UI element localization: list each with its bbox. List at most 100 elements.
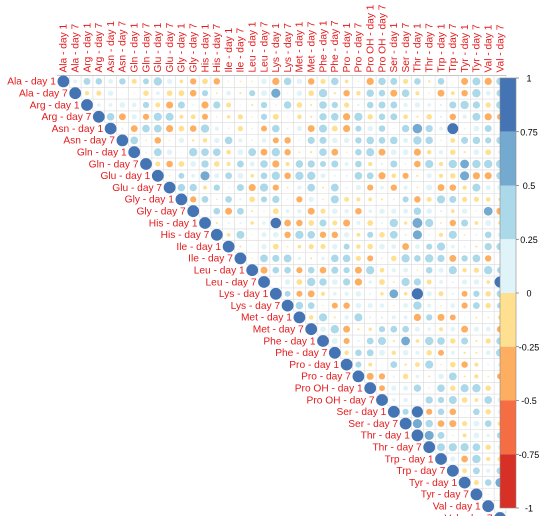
corr-circle (307, 160, 315, 168)
corr-circle (366, 349, 374, 357)
corr-circle (308, 315, 314, 320)
corr-circle (354, 278, 363, 286)
corr-circle (437, 408, 445, 416)
corr-circle (333, 316, 336, 319)
corr-circle (464, 411, 466, 413)
corr-circle (308, 196, 314, 202)
corr-circle (322, 186, 324, 189)
corr-circle (462, 185, 467, 190)
corr-circle (246, 264, 259, 277)
corr-circle (238, 138, 243, 143)
corr-circle (484, 266, 493, 275)
corr-circle (260, 172, 268, 180)
corr-circle (452, 80, 454, 82)
colorbar-tick-label: 0 (526, 289, 531, 299)
corr-circle (440, 222, 442, 224)
corr-circle (448, 230, 457, 239)
row-label: Thr - day 7 (372, 443, 422, 454)
corr-circle (190, 78, 197, 85)
corr-circle (355, 160, 362, 168)
column-label: Leu - day 7 (259, 21, 270, 72)
corr-circle (486, 468, 491, 473)
corr-circle (403, 385, 409, 391)
corr-circle (413, 278, 422, 286)
corr-circle (354, 266, 362, 274)
corr-circle (248, 148, 257, 157)
corr-circle (461, 337, 469, 345)
corr-circle (451, 292, 454, 295)
corr-circle (425, 218, 434, 228)
corr-circle (133, 92, 135, 94)
corr-circle (169, 139, 171, 141)
corr-circle (439, 210, 443, 213)
corr-circle (425, 125, 433, 133)
colorbar-tick-label: -1 (525, 504, 533, 514)
corr-circle (401, 124, 410, 133)
corr-circle (227, 186, 230, 189)
corr-circle (130, 125, 138, 133)
corr-circle (416, 186, 419, 189)
corr-circle (416, 269, 419, 271)
corr-circle (189, 148, 198, 157)
corr-circle (484, 77, 492, 85)
corr-circle (366, 101, 374, 109)
corr-circle (450, 338, 456, 344)
corr-circle (332, 279, 338, 285)
corr-circle (402, 373, 409, 380)
corr-circle (297, 114, 302, 120)
corr-circle (178, 125, 185, 132)
corr-circle (425, 254, 434, 263)
corr-circle (379, 243, 385, 250)
corr-circle (450, 385, 456, 391)
corr-circle (390, 101, 398, 109)
corr-circle (143, 78, 149, 85)
corr-circle (486, 456, 491, 462)
corr-circle (343, 337, 350, 345)
corr-circle (402, 149, 409, 156)
corr-circle (251, 127, 253, 130)
corr-circle (331, 160, 339, 168)
corr-circle (413, 148, 421, 156)
corr-circle (472, 254, 481, 263)
corr-circle (331, 148, 339, 156)
corr-circle (153, 124, 162, 133)
corr-circle (286, 116, 289, 118)
corr-circle (179, 79, 184, 84)
colorbar-tick-label: 0.25 (520, 235, 538, 245)
column-label: Pro OH - day 1 (366, 4, 377, 72)
corr-circle (307, 302, 315, 309)
corr-circle (367, 184, 374, 191)
corr-circle (260, 254, 268, 263)
corr-circle (403, 267, 409, 273)
corr-circle (494, 512, 506, 516)
corr-circle (485, 102, 491, 108)
corr-circle (381, 257, 383, 260)
corr-circle (275, 104, 277, 106)
corr-circle (333, 174, 336, 177)
corr-circle (392, 375, 395, 378)
corr-circle (260, 113, 268, 120)
colorbar-segment (500, 454, 516, 508)
corr-circle (379, 303, 385, 308)
corr-circle (178, 161, 185, 167)
corr-circle (142, 124, 150, 133)
corr-circle (462, 433, 467, 438)
corr-circle (403, 208, 409, 214)
corr-circle (215, 221, 218, 225)
corr-circle (447, 123, 459, 135)
corr-circle (236, 184, 244, 192)
corr-circle (449, 184, 457, 191)
corr-circle (178, 90, 185, 97)
corr-circle (121, 127, 124, 130)
corr-circle (379, 279, 385, 285)
corr-circle (261, 78, 267, 85)
corr-circle (462, 279, 468, 285)
colorbar-segment (500, 293, 516, 347)
corr-circle (472, 467, 480, 475)
corr-circle (225, 172, 232, 180)
corr-circle (473, 480, 479, 486)
corr-circle (473, 302, 480, 309)
corr-circle (387, 405, 400, 418)
corr-circle (271, 171, 280, 180)
corr-circle (461, 361, 468, 368)
